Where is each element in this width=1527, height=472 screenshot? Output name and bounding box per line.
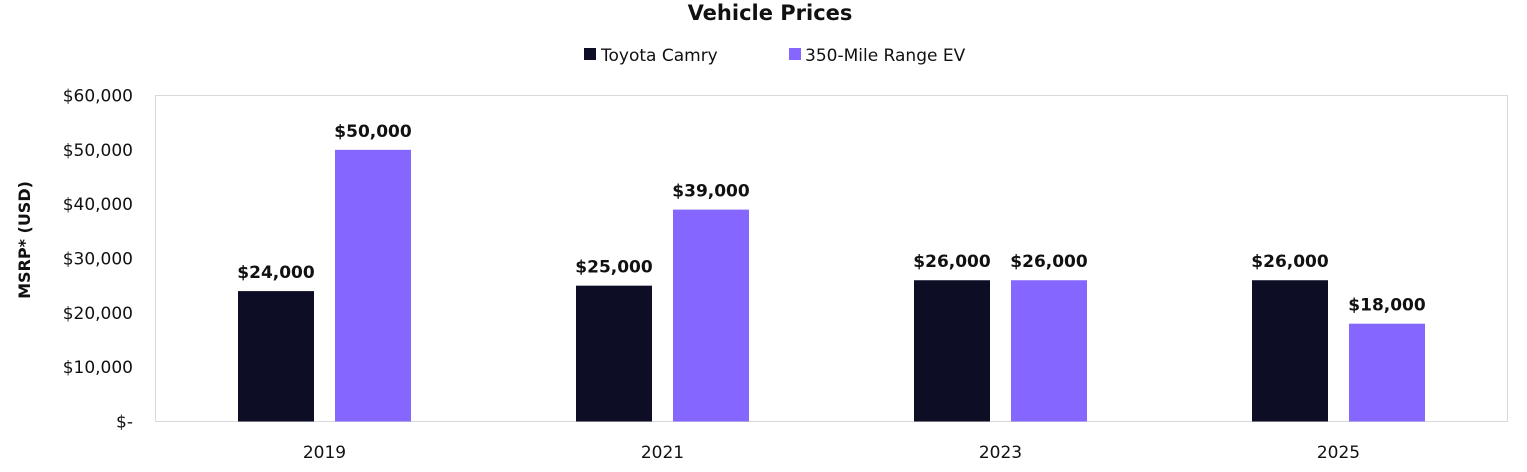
bar <box>914 280 990 422</box>
data-label: $26,000 <box>1010 252 1088 272</box>
legend-swatch-toyota-camry <box>584 48 596 60</box>
bar <box>1011 280 1087 422</box>
data-label: $50,000 <box>334 122 412 142</box>
x-tick-label: 2023 <box>979 443 1022 463</box>
data-label: $18,000 <box>1348 296 1426 316</box>
y-tick-label: $10,000 <box>63 358 133 378</box>
bars <box>238 149 1425 422</box>
data-label: $39,000 <box>672 182 750 202</box>
bar <box>238 291 314 422</box>
data-labels: $24,000 $50,000 $25,000 $39,000 $26,000 $26,0… <box>237 122 1426 316</box>
x-tick-label: 2019 <box>303 443 346 463</box>
legend-swatch-350-mile-range-ev <box>789 48 801 60</box>
bar <box>335 149 411 422</box>
bar <box>1252 280 1328 422</box>
legend: Toyota Camry 350-Mile Range EV <box>584 46 966 66</box>
y-tick-label: $40,000 <box>63 195 133 215</box>
chart-title: Vehicle Prices <box>688 1 853 25</box>
legend-label-350-mile-range-ev: 350-Mile Range EV <box>805 46 966 66</box>
x-tick-label: 2025 <box>1317 443 1360 463</box>
bar <box>1349 323 1425 422</box>
x-axis-ticks: 2019 2021 2023 2025 <box>303 443 1360 463</box>
data-label: $26,000 <box>913 252 991 272</box>
bar <box>576 285 652 422</box>
y-tick-label: $30,000 <box>63 250 133 270</box>
y-tick-label: $50,000 <box>63 141 133 161</box>
x-tick-label: 2021 <box>641 443 684 463</box>
y-tick-label: $- <box>116 413 133 433</box>
data-label: $25,000 <box>575 258 653 278</box>
data-label: $26,000 <box>1251 252 1329 272</box>
plot-area <box>155 95 1508 422</box>
y-tick-label: $60,000 <box>63 87 133 107</box>
y-axis-label: MSRP* (USD) <box>15 181 34 299</box>
legend-label-toyota-camry: Toyota Camry <box>600 46 718 66</box>
y-axis-ticks: $- $10,000 $20,000 $30,000 $40,000 $50,000 $60… <box>63 87 133 433</box>
y-tick-label: $20,000 <box>63 304 133 324</box>
bar <box>673 209 749 422</box>
data-label: $24,000 <box>237 263 315 283</box>
